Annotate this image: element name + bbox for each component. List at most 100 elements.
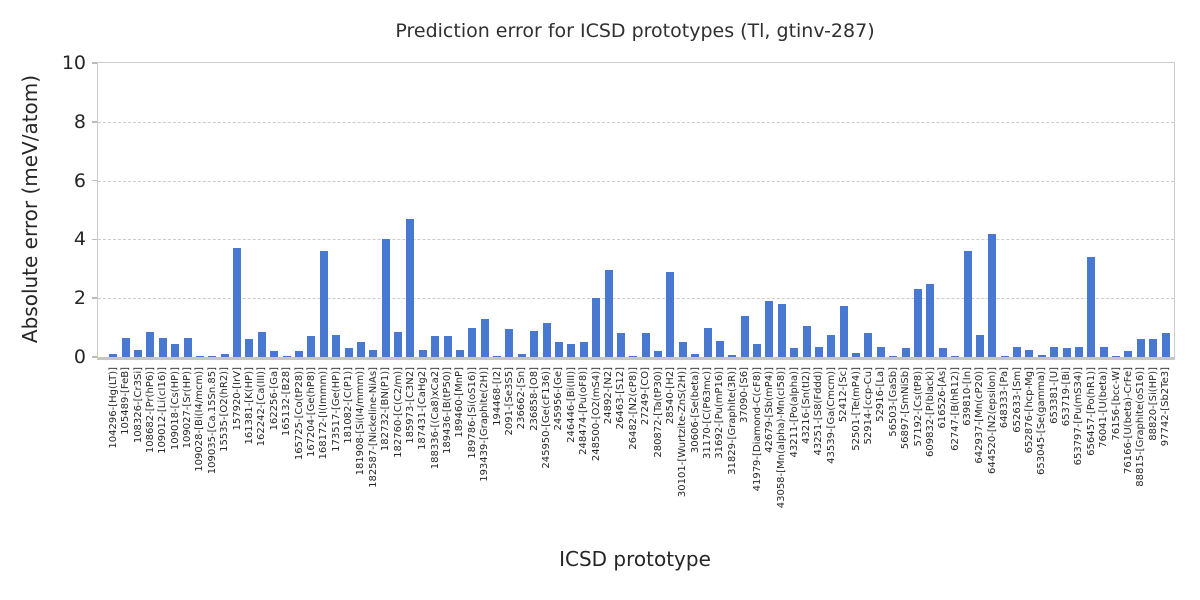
- x-tick-label: 57192-[Cs(tP8)]: [912, 367, 924, 447]
- x-tick-label: 193439-[Graphite(2H)]: [479, 367, 491, 482]
- bar: [1136, 339, 1145, 357]
- x-tick-label: 162256-[Ga]: [268, 367, 280, 431]
- y-axis-label: Absolute error (meV/atom): [18, 74, 42, 344]
- x-tick-label: 181908-[Si(I4/mmm)]: [355, 367, 367, 476]
- bar: [827, 334, 836, 357]
- x-tick-label: 31170-[C(P63mc)]: [702, 367, 714, 460]
- x-tick-label: 24892-[N2]: [603, 367, 614, 425]
- bar: [1161, 333, 1170, 357]
- x-tick-label: 168172-[I(Immm)]: [318, 367, 330, 460]
- x-tick-label: 31692-[Pu(mP16)]: [714, 367, 726, 459]
- bar: [1124, 351, 1133, 357]
- bar: [468, 327, 477, 357]
- x-tick-label: 165725-[Co(tP28)]: [293, 367, 305, 461]
- x-tick-label: 236662-[Sn]: [516, 367, 528, 430]
- x-tick-label: 644520-[N2(epsilon)]: [986, 367, 998, 474]
- y-tick-mark: [92, 62, 97, 64]
- x-tick-label: 43216-[Sn(tI2)]: [801, 367, 813, 444]
- bar: [691, 354, 700, 357]
- x-tick-label: 639810-[In]: [962, 367, 974, 426]
- bar: [1000, 356, 1009, 357]
- bar: [542, 323, 551, 357]
- bar: [740, 315, 749, 357]
- x-tick-label: 648333-[Pa]: [999, 367, 1011, 429]
- x-tick-label: 76166-[U(beta)-CrFe]: [1122, 367, 1134, 474]
- bar: [1013, 346, 1022, 357]
- bar: [455, 349, 464, 357]
- bar: [1074, 346, 1083, 357]
- x-tick-label: 42679-[Sb(mP4)]: [763, 367, 775, 453]
- x-tick-label: 157920-[IrV]: [231, 367, 243, 431]
- x-tick-label: 109028-[Bi(I4/mcm)]: [194, 367, 206, 472]
- x-tick-label: 182587-[Nickeline-NiAs]: [367, 367, 379, 488]
- y-tick-label: 0: [73, 346, 86, 368]
- bar: [938, 348, 947, 357]
- x-tick-label: 236858-[O8]: [528, 367, 540, 431]
- x-tick-label: 109035-[Ca.15Sn.85]: [206, 367, 218, 475]
- bar: [295, 351, 303, 357]
- bar: [183, 337, 192, 357]
- y-tick-label: 4: [73, 228, 86, 251]
- bar: [480, 318, 489, 357]
- x-tick-label: 41979-[Diamond-C(cF8)]: [751, 367, 763, 492]
- x-tick-label: 97742-[Sb2Te3]: [1160, 367, 1172, 447]
- x-tick-label: 76156-[bcc-W]: [1110, 367, 1122, 441]
- x-tick-label: 15535-[O2(hR2)]: [219, 367, 231, 452]
- x-tick-label: 37090-[S6]: [739, 367, 751, 423]
- x-tick-label: 30606-[Se(beta)]: [689, 367, 701, 454]
- x-tick-label: 616526-[As]: [937, 367, 949, 429]
- x-tick-label: 181082-[C(P1)]: [343, 367, 355, 444]
- bar: [1062, 348, 1071, 357]
- x-tick-label: 108326-[Cr3Si]: [132, 367, 144, 444]
- bar: [728, 354, 737, 357]
- x-tick-label: 187431-[CaHg2]: [417, 367, 429, 450]
- bar: [889, 355, 898, 357]
- x-tick-label: 165132-[B28]: [281, 367, 293, 437]
- x-tick-label: 43251-[S8(Fddd)]: [813, 367, 825, 456]
- x-tick-label: 43058-[Mn(alpha)-Mn(cI58)]: [776, 367, 788, 509]
- x-tick-label: 43539-[Ga(Cmcm)]: [825, 367, 837, 464]
- x-tick-label: 52412-[Sc]: [838, 367, 850, 423]
- chart-title: Prediction error for ICSD prototypes (Tl…: [395, 20, 875, 42]
- x-tick-label: 26463-[S12]: [615, 367, 627, 430]
- bar: [319, 251, 328, 357]
- y-tick-mark: [92, 238, 97, 241]
- y-tick-mark: [92, 179, 97, 182]
- bar: [579, 342, 588, 357]
- bar: [220, 354, 229, 357]
- x-tick-label: 653381-[U]: [1048, 367, 1060, 424]
- x-tick-label: 76041-[U(beta)]: [1098, 367, 1110, 448]
- bar: [356, 342, 365, 357]
- bar: [629, 356, 638, 357]
- bar: [245, 339, 254, 357]
- x-tick-label: 88815-[Graphite(oS16)]: [1135, 367, 1147, 487]
- bar: [443, 336, 452, 357]
- bar: [852, 352, 861, 357]
- bar: [814, 346, 823, 357]
- bar: [1087, 257, 1096, 357]
- x-tick-label: 609832-[P(black)]: [924, 367, 936, 457]
- gridline-y2: [98, 298, 1174, 300]
- x-tick-label: 246446-[Bi(III)]: [565, 367, 577, 443]
- x-tick-label: 52916-[La]: [875, 367, 887, 422]
- x-tick-label: 109018-[Cs(HP)]: [169, 367, 181, 451]
- bar: [666, 271, 675, 357]
- bar: [517, 354, 526, 357]
- gridline-y6: [98, 180, 1174, 182]
- x-tick-label: 194468-[I2]: [491, 367, 503, 426]
- x-tick-label: 642937-[Mn(cP20)]: [974, 367, 986, 464]
- x-tick-label: 173517-[Ge(HP)]: [330, 367, 342, 452]
- bar: [369, 349, 378, 357]
- bar: [344, 348, 353, 357]
- bar: [616, 333, 625, 357]
- x-tick-label: 30101-[Wurtzite-ZnS(2H)]: [677, 367, 689, 498]
- x-tick-label: 28540-[H2]: [664, 367, 676, 425]
- bar: [988, 233, 997, 357]
- bar: [530, 330, 539, 357]
- bar: [926, 283, 935, 357]
- bar: [951, 355, 960, 357]
- bar: [109, 354, 118, 357]
- x-tick-label: 104296-[Hg(LT)]: [107, 367, 119, 449]
- y-tick-label: 8: [73, 110, 86, 133]
